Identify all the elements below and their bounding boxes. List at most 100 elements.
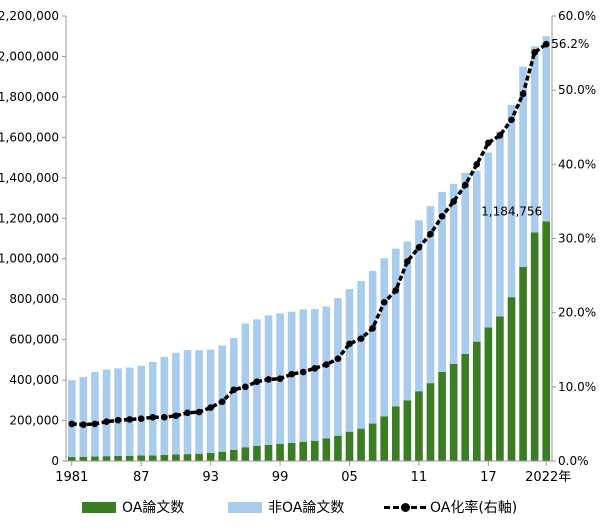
oa-rate-point bbox=[68, 420, 76, 428]
bar-non-oa bbox=[530, 46, 539, 233]
bar-non-oa bbox=[195, 350, 203, 454]
oa-rate-point bbox=[357, 335, 365, 342]
bar-oa bbox=[264, 444, 273, 461]
bar-oa bbox=[241, 447, 250, 461]
bar-oa bbox=[322, 438, 331, 461]
bar-non-oa bbox=[206, 349, 215, 453]
bar-non-oa bbox=[322, 306, 331, 439]
oa-rate-point bbox=[242, 383, 249, 391]
oa-rate-point bbox=[137, 415, 145, 423]
y-left-tick-label: 600,000 bbox=[9, 333, 59, 347]
bar-non-oa bbox=[183, 350, 192, 455]
bar-oa bbox=[530, 232, 539, 461]
oa-rate-point bbox=[542, 40, 550, 48]
oa-rate-point bbox=[427, 230, 434, 238]
oa-rate-point bbox=[126, 416, 133, 423]
bar-non-oa bbox=[461, 172, 470, 354]
oa-rate-point bbox=[450, 198, 457, 205]
bar-oa bbox=[438, 372, 446, 461]
bar-non-oa bbox=[229, 338, 238, 450]
bar-oa bbox=[403, 400, 412, 461]
bar-oa bbox=[449, 363, 458, 461]
bar-oa bbox=[287, 442, 296, 461]
bar-non-oa bbox=[472, 170, 481, 342]
bar-non-oa bbox=[415, 220, 423, 392]
oa-rate-point bbox=[508, 116, 515, 124]
oa-rate-point bbox=[485, 139, 492, 147]
bar-oa bbox=[415, 391, 423, 461]
y-left-tick-label: 1,800,000 bbox=[0, 90, 59, 104]
x-tick-label: 2022年 bbox=[525, 470, 571, 485]
oa-rate-point bbox=[253, 378, 261, 385]
bar-non-oa bbox=[496, 131, 504, 317]
y-left-tick-label: 0 bbox=[51, 454, 59, 468]
oa-rate-point bbox=[473, 161, 481, 168]
y-left-tick-label: 1,000,000 bbox=[0, 252, 59, 266]
bar-oa bbox=[206, 452, 215, 461]
bar-non-oa bbox=[507, 105, 516, 298]
bar-non-oa bbox=[391, 248, 400, 407]
bar-non-oa bbox=[426, 206, 435, 384]
oa-rate-point bbox=[299, 368, 307, 376]
oa-rate-data-label: 56.2% bbox=[551, 37, 589, 51]
x-tick-label: 93 bbox=[202, 470, 219, 485]
bar-oa bbox=[79, 456, 88, 461]
oa-rate-point bbox=[415, 244, 423, 251]
bar-oa bbox=[218, 451, 227, 461]
bar-non-oa bbox=[484, 152, 493, 328]
bar-oa bbox=[67, 456, 76, 461]
bar-oa bbox=[380, 416, 389, 461]
bar-oa bbox=[461, 353, 470, 461]
bar-oa bbox=[310, 440, 319, 461]
bar-non-oa bbox=[160, 356, 169, 455]
legend: OA論文数 非OA論文数 OA化率(右軸) bbox=[0, 494, 600, 522]
x-tick-label: 99 bbox=[272, 470, 289, 485]
bar-oa bbox=[195, 453, 203, 461]
x-tick-label: 1981 bbox=[55, 470, 88, 485]
bar-non-oa bbox=[79, 376, 88, 457]
y-right-tick-label: 60.0% bbox=[558, 9, 596, 23]
bar-oa bbox=[542, 221, 551, 461]
bar-oa bbox=[172, 454, 180, 461]
bar-oa bbox=[368, 423, 377, 461]
legend-label-non-oa: 非OA論文数 bbox=[268, 500, 345, 516]
oa-rate-point bbox=[288, 370, 295, 378]
bar-non-oa bbox=[91, 372, 99, 457]
bar-oa bbox=[507, 297, 516, 461]
y-right-tick-label: 50.0% bbox=[558, 83, 596, 97]
legend-swatch-non-oa bbox=[228, 501, 262, 513]
legend-label-oa-rate: OA化率(右軸) bbox=[430, 500, 518, 516]
legend-swatch-oa-rate bbox=[384, 500, 426, 514]
bar-oa bbox=[183, 454, 192, 461]
bar-oa bbox=[426, 383, 435, 461]
bar-oa bbox=[484, 327, 493, 461]
bar-oa bbox=[334, 435, 342, 461]
y-left-tick-label: 400,000 bbox=[9, 373, 59, 387]
legend-item-non-oa: 非OA論文数 bbox=[228, 494, 344, 520]
bar-oa bbox=[125, 455, 134, 461]
bar-oa bbox=[160, 454, 169, 461]
oa-rate-point bbox=[184, 409, 191, 417]
x-tick-label: 17 bbox=[480, 470, 497, 485]
line-layer bbox=[68, 40, 550, 428]
y-right-tick-label: 20.0% bbox=[558, 306, 596, 320]
oa-rate-point bbox=[392, 287, 400, 294]
oa-rate-point bbox=[265, 376, 272, 383]
axes-layer bbox=[62, 15, 556, 466]
x-unit-label: (PY) bbox=[539, 491, 565, 492]
chart: 0 200,000 400,000 600,000 800,000 1,000,000 1,… bbox=[0, 9, 596, 492]
y-left-tick-label: 1,200,000 bbox=[0, 211, 59, 225]
legend-item-oa: OA論文数 bbox=[82, 494, 184, 520]
y-right-tick-label: 10.0% bbox=[558, 380, 596, 394]
bar-non-oa bbox=[449, 183, 458, 364]
oa-rate-point bbox=[276, 375, 284, 382]
y-left-tick-label: 1,600,000 bbox=[0, 130, 59, 144]
x-tick-label: 11 bbox=[411, 470, 428, 485]
y-left-tick-label: 2,000,000 bbox=[0, 49, 59, 63]
oa-rate-point bbox=[114, 416, 122, 424]
bar-non-oa bbox=[102, 369, 111, 457]
oa-rate-point bbox=[461, 181, 469, 189]
oa-rate-point bbox=[404, 258, 411, 265]
oa-rate-point bbox=[311, 364, 319, 372]
legend-label-oa: OA論文数 bbox=[122, 500, 185, 516]
